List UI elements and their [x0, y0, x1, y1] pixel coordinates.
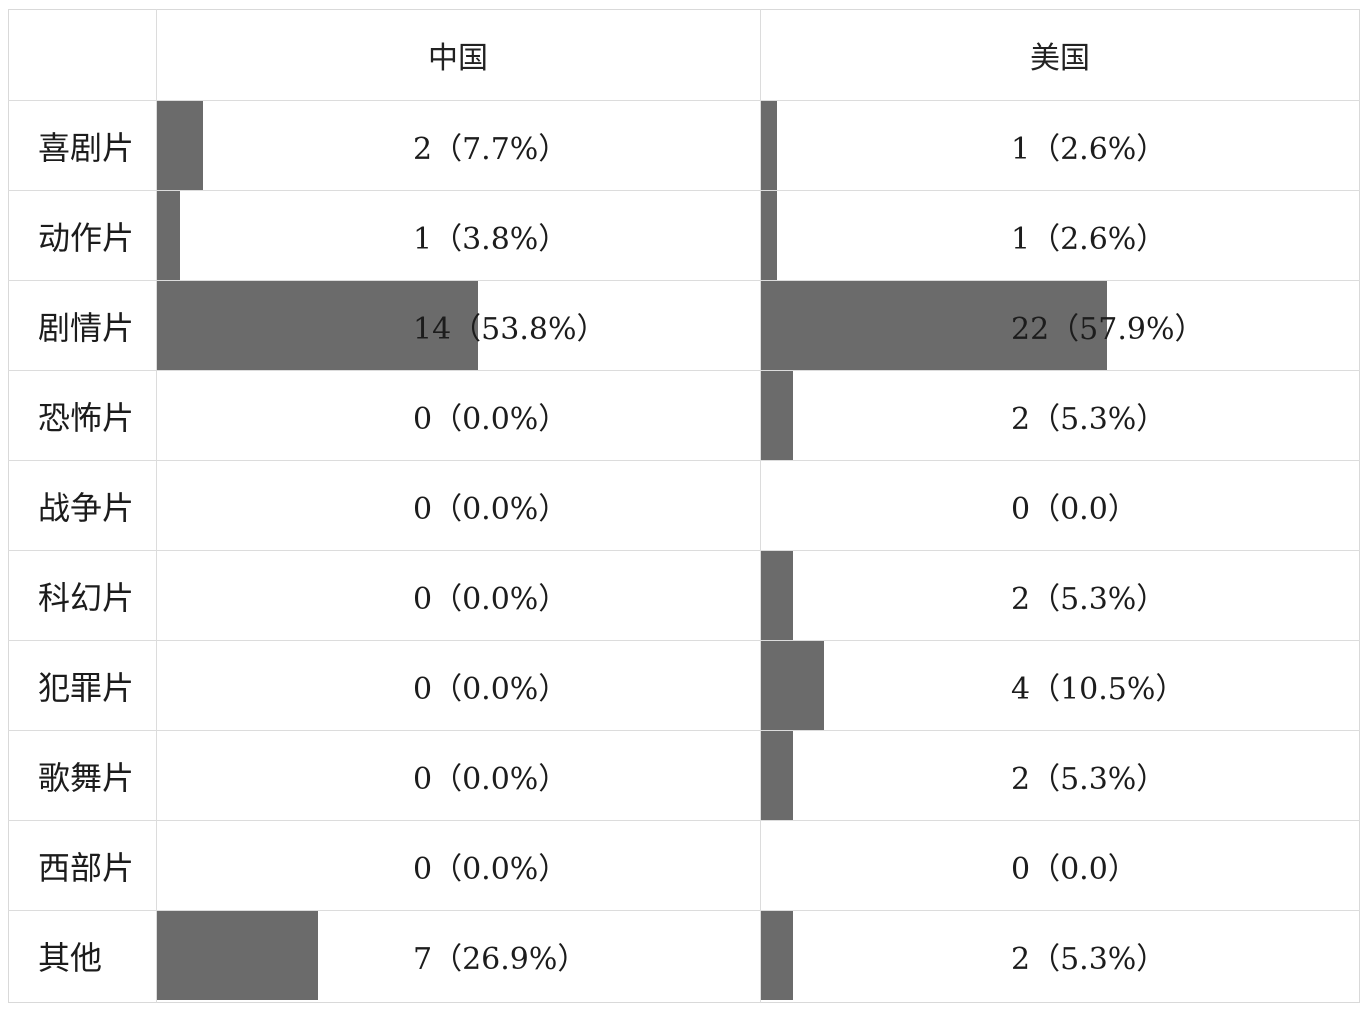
data-label: 0（0.0%）: [413, 492, 569, 527]
data-label: 7（26.9%）: [413, 942, 588, 977]
data-label: 0（0.0%）: [413, 402, 569, 437]
row-label: 其他: [38, 939, 103, 977]
data-bar: [761, 101, 777, 190]
data-label: 0（0.0%）: [413, 762, 569, 797]
column-header: 中国: [428, 40, 488, 76]
data-bar: [761, 641, 824, 730]
row-divider: [8, 820, 1360, 821]
row-divider: [8, 190, 1360, 191]
data-label: 0（0.0%）: [413, 582, 569, 617]
row-divider: [8, 460, 1360, 461]
data-bar: [761, 281, 1107, 370]
data-label: 2（5.3%）: [1011, 762, 1167, 797]
row-divider: [8, 550, 1360, 551]
row-label: 科幻片: [38, 579, 135, 617]
row-divider: [8, 640, 1360, 641]
data-bar: [761, 191, 777, 280]
data-bar: [157, 281, 478, 370]
data-label: 0（0.0）: [1011, 852, 1138, 887]
row-label: 犯罪片: [38, 669, 135, 707]
data-bar: [157, 101, 203, 190]
data-label: 2（5.3%）: [1011, 402, 1167, 437]
data-bar-table: [8, 9, 1360, 1003]
row-divider: [8, 280, 1360, 281]
data-label: 1（2.6%）: [1011, 132, 1167, 167]
data-label: 1（3.8%）: [413, 222, 569, 257]
row-divider: [8, 100, 1360, 101]
row-divider: [8, 730, 1360, 731]
data-label: 0（0.0%）: [413, 852, 569, 887]
data-bar: [761, 731, 793, 820]
column-divider: [156, 9, 157, 1003]
row-label: 动作片: [38, 219, 135, 257]
data-bar: [761, 551, 793, 640]
data-label: 4（10.5%）: [1011, 672, 1186, 707]
data-bar: [157, 911, 318, 1000]
row-label: 喜剧片: [38, 129, 135, 167]
column-divider: [760, 9, 761, 1003]
data-label: 2（7.7%）: [413, 132, 569, 167]
row-label: 恐怖片: [38, 399, 135, 437]
data-bar: [761, 911, 793, 1000]
data-label: 14（53.8%）: [413, 312, 607, 347]
row-label: 歌舞片: [38, 759, 135, 797]
data-label: 0（0.0%）: [413, 672, 569, 707]
row-label: 西部片: [38, 849, 135, 887]
data-label: 22（57.9%）: [1011, 312, 1205, 347]
data-bar: [761, 371, 793, 460]
column-header: 美国: [1030, 40, 1090, 76]
data-label: 2（5.3%）: [1011, 942, 1167, 977]
row-label: 战争片: [38, 489, 135, 527]
data-label: 1（2.6%）: [1011, 222, 1167, 257]
data-bar: [157, 191, 180, 280]
data-label: 2（5.3%）: [1011, 582, 1167, 617]
row-divider: [8, 370, 1360, 371]
data-label: 0（0.0）: [1011, 492, 1138, 527]
row-label: 剧情片: [38, 309, 135, 347]
row-divider: [8, 910, 1360, 911]
